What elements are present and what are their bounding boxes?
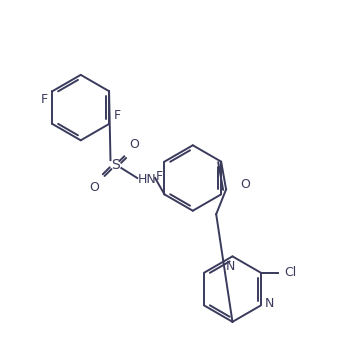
Text: HN: HN [138,174,157,186]
Text: F: F [156,170,163,182]
Text: Cl: Cl [285,266,297,279]
Text: S: S [111,158,120,172]
Text: O: O [240,178,250,191]
Text: N: N [265,297,274,310]
Text: F: F [114,109,121,122]
Text: N: N [226,260,235,273]
Text: F: F [40,93,48,106]
Text: O: O [129,138,139,151]
Text: O: O [90,181,99,194]
